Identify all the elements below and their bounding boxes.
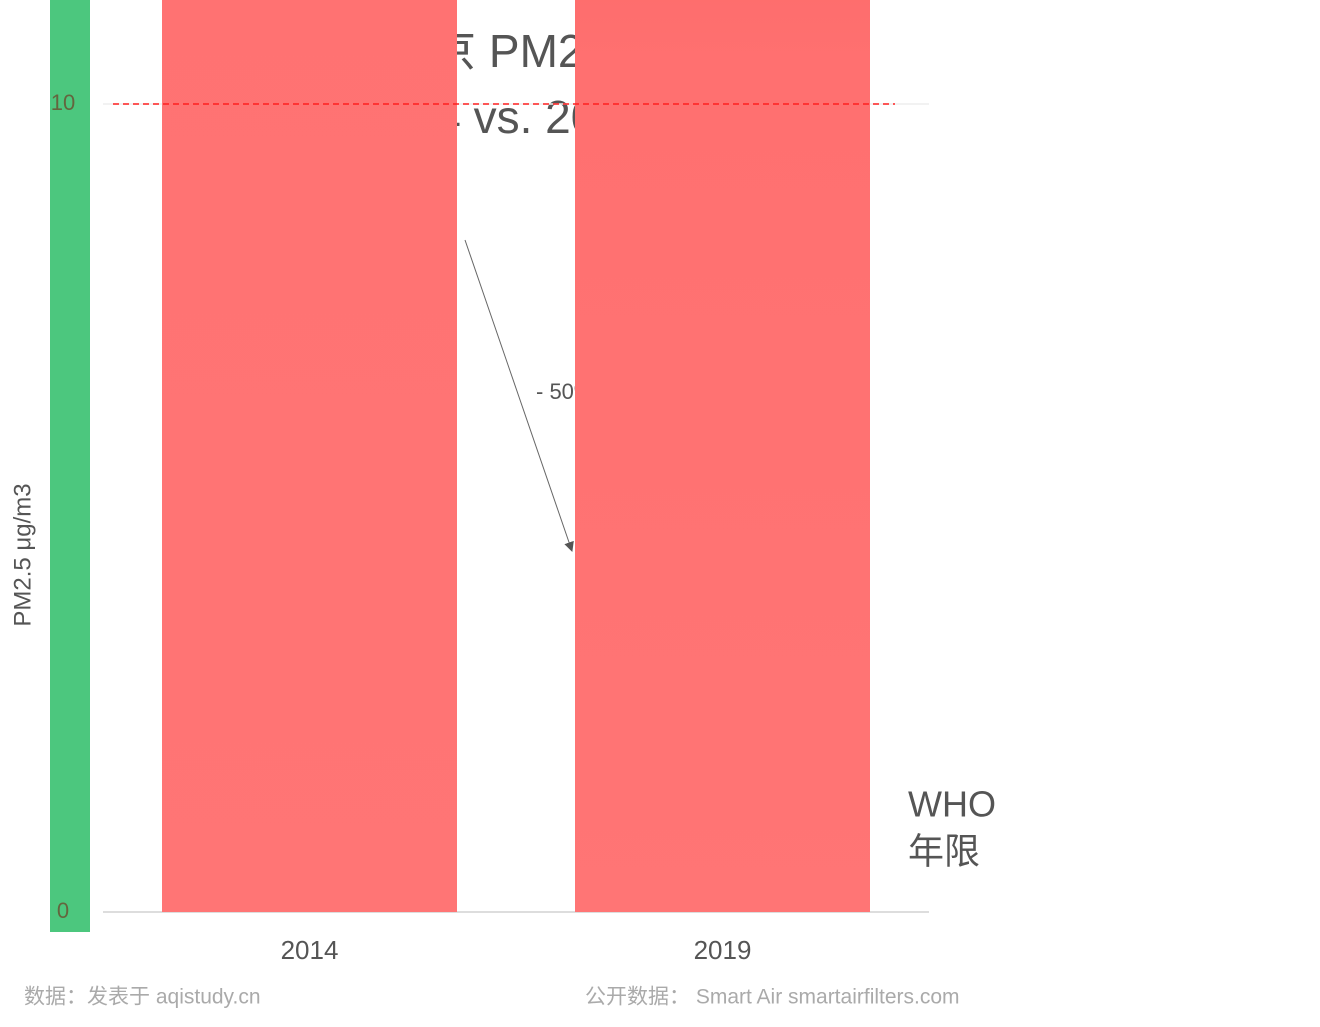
aqi-zone bbox=[50, 0, 90, 932]
source-note: 数据：发表于 aqistudy.cn bbox=[24, 986, 261, 1009]
y-tick-label: 0 bbox=[57, 898, 69, 923]
source-note: 公开数据： Smart Air smartairfilters.com bbox=[585, 986, 960, 1009]
change-arrow bbox=[464, 239, 574, 552]
y-tick-label: 10 bbox=[51, 90, 75, 115]
x-tick-label: 2019 bbox=[694, 935, 752, 965]
reference-label: WHO bbox=[908, 784, 996, 825]
reference-label: 年限 bbox=[908, 831, 980, 872]
bar bbox=[162, 0, 457, 912]
x-tick-label: 2014 bbox=[281, 935, 339, 965]
bar bbox=[575, 0, 870, 912]
y-axis-label: PM2.5 μg/m3 bbox=[9, 483, 36, 626]
